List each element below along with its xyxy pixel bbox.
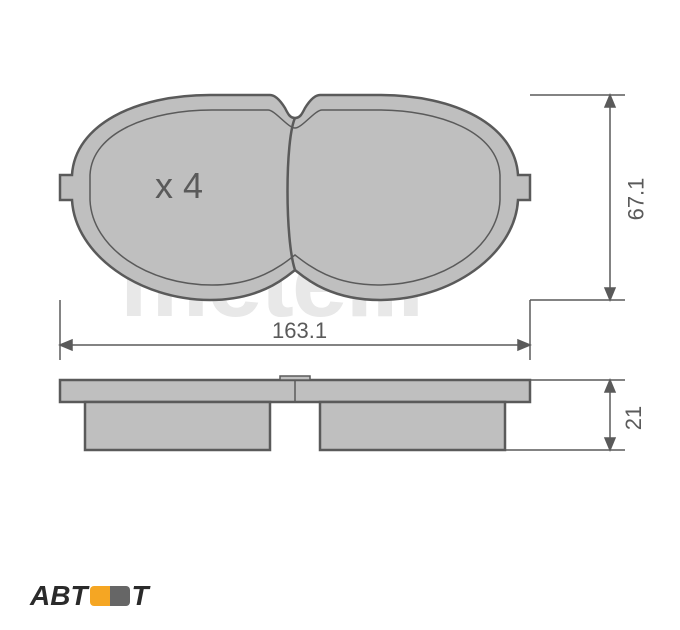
brake-pad-side-view (60, 376, 530, 450)
brake-pad-front-view (0, 0, 680, 630)
brake-pad-diagram: metelli (0, 0, 680, 630)
dim-thickness-label: 21 (621, 406, 647, 430)
logo-suffix: T (132, 580, 149, 612)
quantity-label: x 4 (155, 165, 203, 207)
dim-height-group (530, 95, 625, 300)
logo-car-icon (90, 586, 130, 606)
dim-width-label: 163.1 (272, 318, 327, 344)
dim-height-label: 67.1 (623, 178, 649, 221)
logo-prefix: ABT (30, 580, 88, 612)
site-logo: ABT T (30, 580, 149, 612)
